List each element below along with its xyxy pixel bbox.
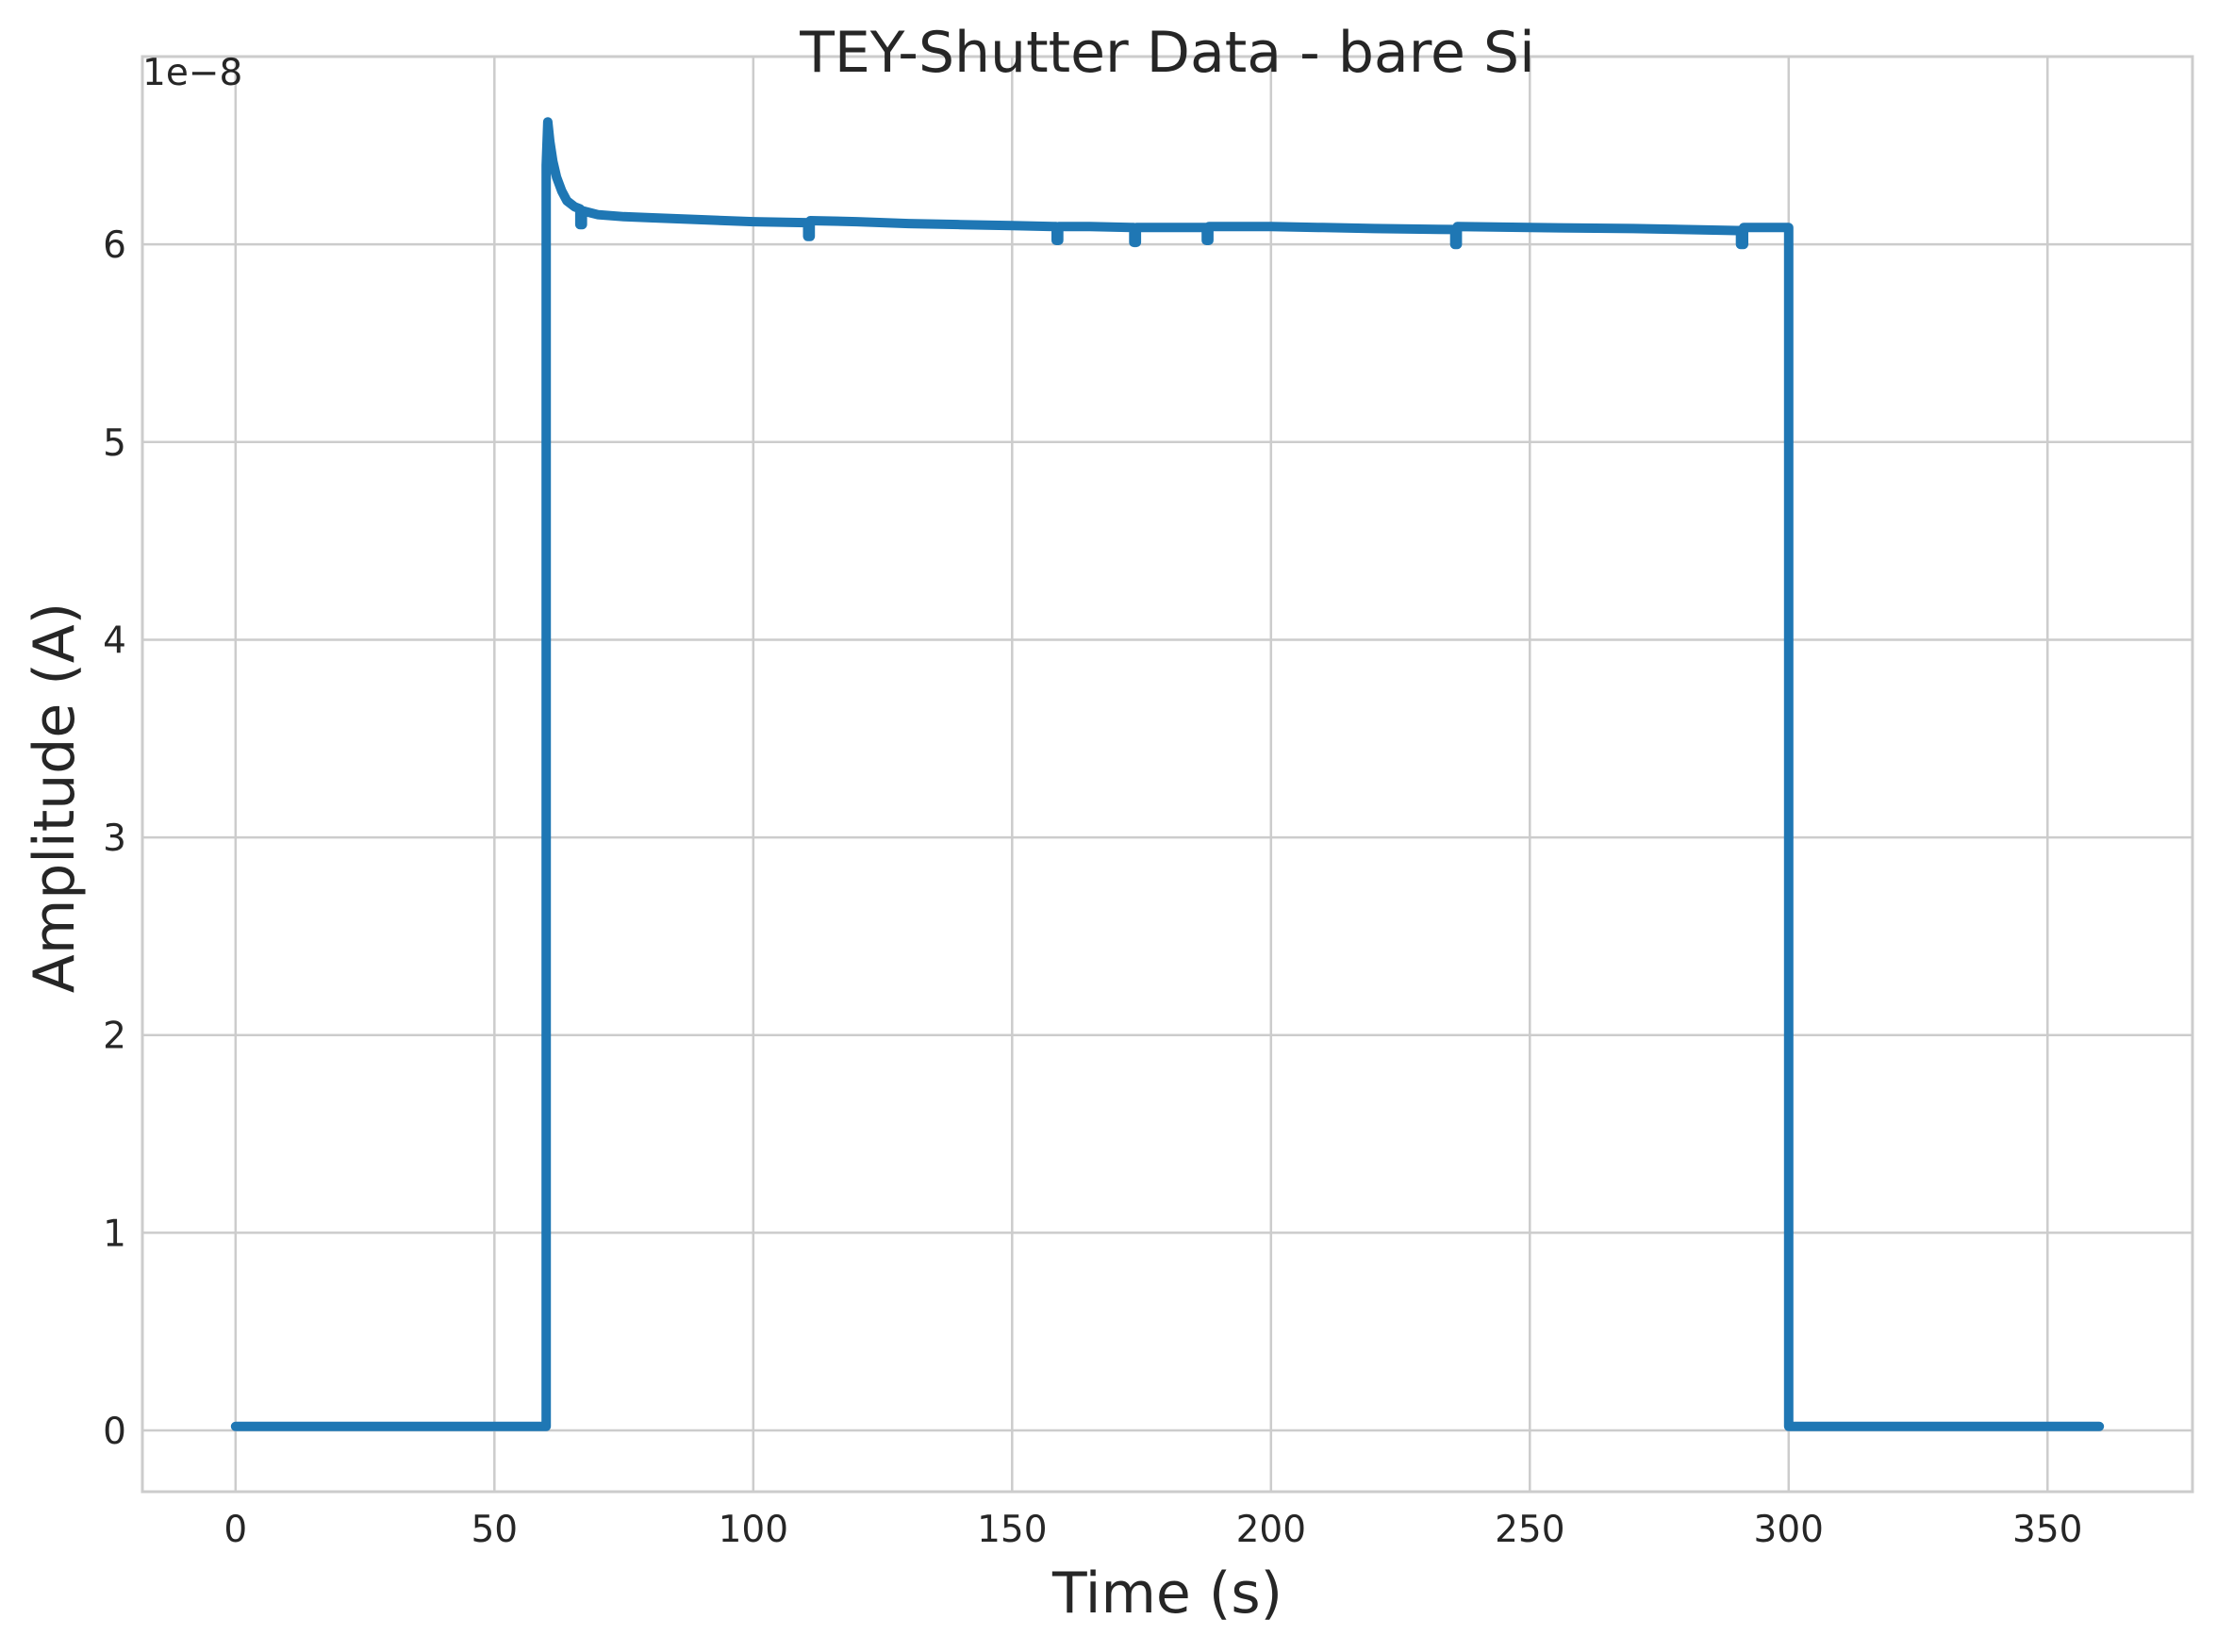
y-tick-label: 2 [103,1016,126,1058]
series-line [230,117,2105,1431]
x-tick-label: 0 [223,1509,247,1551]
x-tick-label: 350 [2012,1509,2082,1551]
x-tick-label: 150 [977,1509,1047,1551]
series-layer [230,117,2105,1431]
grid [142,57,2192,1492]
x-tick-labels: 0 50 100 150 200 250 300 350 [223,1509,2082,1551]
y-axis-label: Amplitude (A) [22,603,88,993]
x-tick-label: 300 [1754,1509,1824,1551]
x-tick-label: 100 [719,1509,788,1551]
y-offset-label: 1e−8 [142,52,242,94]
y-tick-label: 6 [103,224,126,267]
y-tick-label: 3 [103,818,126,860]
chart-title: TEY-Shutter Data - bare Si [799,20,1535,86]
x-tick-label: 200 [1236,1509,1306,1551]
x-tick-label: 50 [471,1509,518,1551]
plot-frame [141,55,2194,1494]
y-tick-label: 5 [103,422,126,465]
y-tick-label: 0 [103,1411,126,1453]
x-axis-label: Time (s) [1051,1561,1282,1627]
x-tick-label: 250 [1495,1509,1564,1551]
y-tick-label: 1 [103,1213,126,1255]
y-tick-label: 4 [103,620,126,662]
y-tick-labels: 0 1 2 3 4 5 6 [103,224,126,1453]
